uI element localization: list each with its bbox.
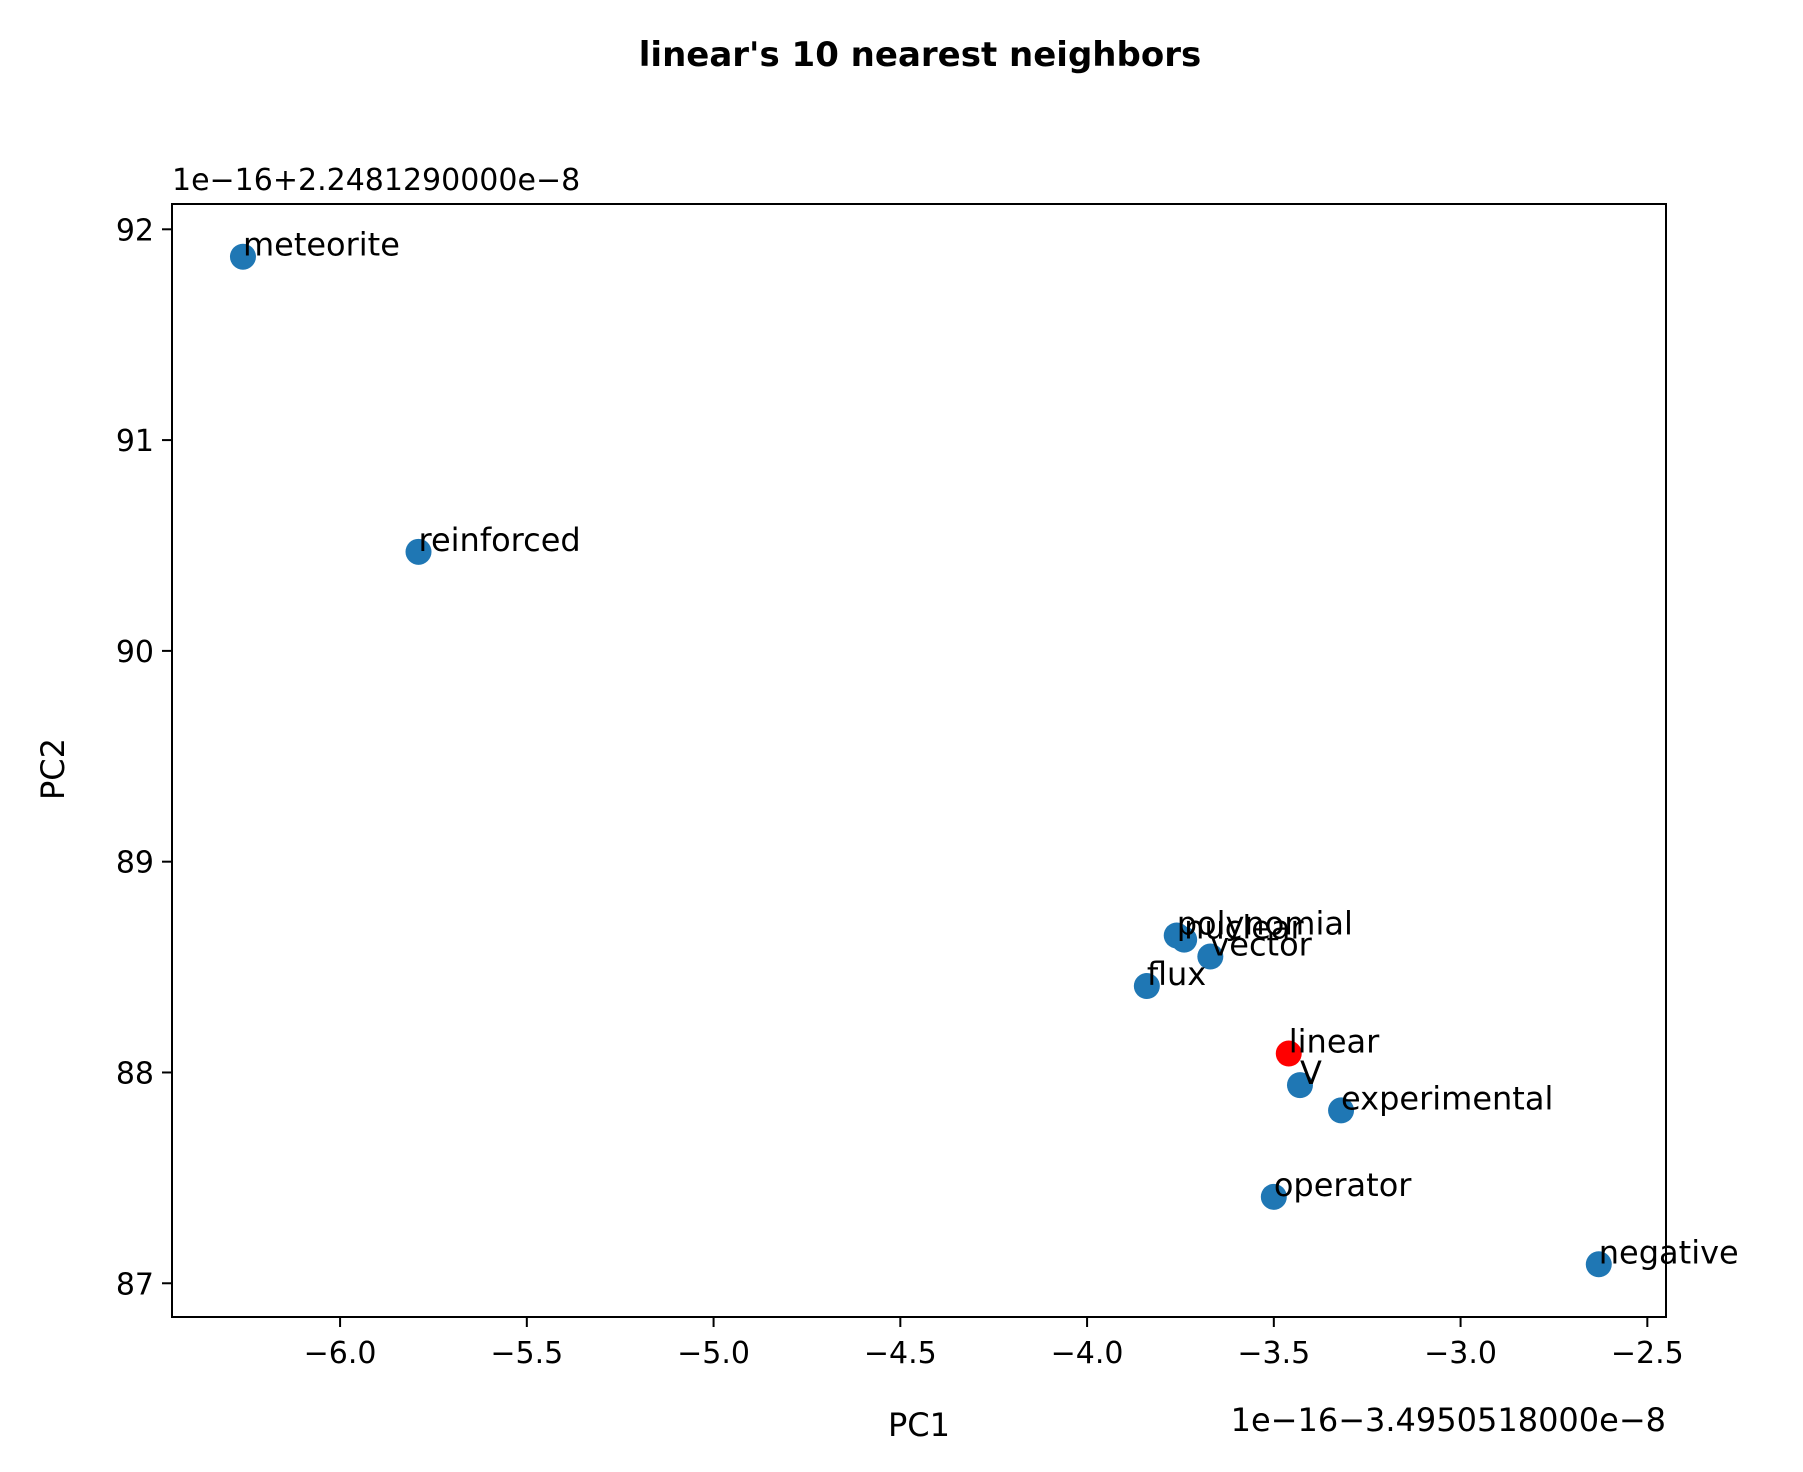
x-axis-label: PC1	[888, 1406, 950, 1444]
x-offset-label: 1e−16−3.4950518000e−8	[1231, 1401, 1666, 1439]
x-tick-label: −3.0	[1424, 1336, 1497, 1371]
point-label: reinforced	[419, 521, 581, 559]
chart-title: linear's 10 nearest neighbors	[639, 35, 1201, 75]
neighbor-point	[405, 538, 432, 565]
point-label: V	[1300, 1054, 1322, 1092]
x-tick-label: −2.5	[1611, 1336, 1684, 1371]
x-tick-label: −4.5	[864, 1336, 937, 1371]
point-label: meteorite	[243, 226, 400, 264]
neighbor-point	[229, 243, 256, 270]
neighbor-point	[1286, 1072, 1313, 1099]
neighbor-point	[1133, 973, 1160, 1000]
plot-frame	[171, 203, 1667, 1318]
y-tick-label: 88	[116, 1056, 154, 1091]
point-label: flux	[1147, 955, 1206, 993]
x-tick-label: −4.0	[1051, 1336, 1124, 1371]
x-tick-label: −5.0	[677, 1336, 750, 1371]
y-tick-label: 92	[116, 213, 154, 248]
point-label: linear	[1289, 1023, 1380, 1061]
neighbor-point	[1171, 926, 1198, 953]
x-tick-label: −5.5	[490, 1336, 563, 1371]
point-label: polynomial	[1177, 904, 1353, 942]
point-label: operator	[1274, 1166, 1412, 1204]
y-tick-label: 89	[116, 846, 154, 881]
x-tick-label: −6.0	[304, 1336, 377, 1371]
neighbor-point	[1260, 1183, 1287, 1210]
neighbor-point	[1197, 943, 1224, 970]
x-tick-label: −3.5	[1237, 1336, 1310, 1371]
y-offset-label: 1e−16+2.2481290000e−8	[172, 163, 580, 198]
point-label: experimental	[1341, 1079, 1553, 1117]
scatter-points: meteorite reinforced polynomialnuclearvect…	[229, 226, 1739, 1278]
query-point	[1275, 1040, 1302, 1067]
y-tick-label: 91	[116, 424, 154, 459]
point-label: nuclear	[1184, 909, 1304, 947]
point-label: vector	[1210, 926, 1312, 964]
y-tick-label: 87	[116, 1267, 154, 1302]
x-axis-ticks: −6.0 −5.5 −5.0 −4.5 −4.0 −3.5 −3.0 −2.5	[304, 1317, 1684, 1371]
neighbor-point	[1585, 1251, 1612, 1278]
y-tick-label: 90	[116, 635, 154, 670]
y-axis-ticks: 87 88 89 90 91 92	[116, 213, 172, 1302]
y-axis-label: PC2	[34, 738, 72, 800]
neighbor-point	[1328, 1097, 1355, 1124]
point-label: negative	[1599, 1233, 1739, 1271]
